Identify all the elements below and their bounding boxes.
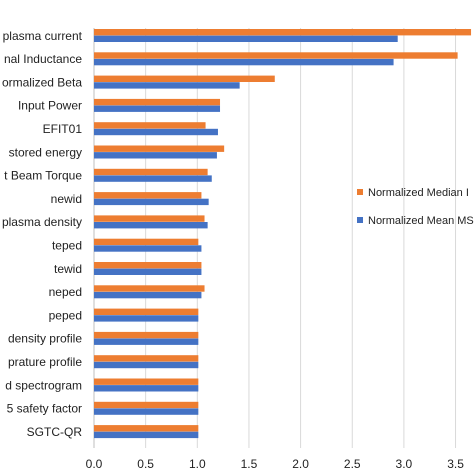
x-tick-label: 3.5 <box>447 457 464 471</box>
bars-group <box>94 29 472 439</box>
bar-median-2 <box>94 75 275 82</box>
bar-mean-12 <box>94 315 199 322</box>
bar-mean-4 <box>94 128 218 136</box>
category-label: Input Power <box>18 99 82 113</box>
bar-mean-15 <box>94 385 199 392</box>
bar-mean-1 <box>94 58 394 66</box>
bar-median-10 <box>94 262 202 269</box>
bar-median-14 <box>94 355 199 362</box>
x-tick-label: 0.5 <box>137 457 154 471</box>
legend-label: Normalized Median I <box>368 187 469 199</box>
bar-median-4 <box>94 122 206 129</box>
bar-mean-2 <box>94 82 240 89</box>
category-label: d spectrogram <box>5 378 82 392</box>
bar-mean-3 <box>94 105 221 112</box>
bar-median-17 <box>94 425 199 432</box>
bar-mean-5 <box>94 152 217 159</box>
category-label: plasma current <box>3 29 83 43</box>
bar-median-12 <box>94 308 199 315</box>
bar-mean-8 <box>94 222 208 229</box>
x-tick-label: 3.0 <box>396 457 413 471</box>
category-label: 5 safety factor <box>7 402 82 416</box>
category-label: density profile <box>8 332 82 346</box>
bar-median-11 <box>94 285 205 292</box>
category-label: SGTC-QR <box>27 425 83 439</box>
bar-median-1 <box>94 52 458 59</box>
x-tick-label: 1.5 <box>241 457 258 471</box>
category-label: teped <box>52 239 82 253</box>
legend-swatch <box>357 217 363 223</box>
gridlines <box>145 28 457 448</box>
bar-median-7 <box>94 192 202 199</box>
bar-median-16 <box>94 401 199 409</box>
bar-median-13 <box>94 331 199 339</box>
category-label: peped <box>49 308 82 322</box>
bar-median-15 <box>94 378 199 385</box>
x-tick-labels: 0.0 0.5 1.0 1.5 2.0 2.5 3.0 3.5 <box>86 457 465 471</box>
category-label: newid <box>51 192 82 206</box>
legend: Normalized Median I Normalized Mean MS <box>357 187 474 227</box>
category-label: nal Inductance <box>4 52 82 66</box>
bar-mean-11 <box>94 291 202 299</box>
bar-median-5 <box>94 145 225 152</box>
category-label: stored energy <box>9 145 82 159</box>
bar-median-3 <box>94 98 221 106</box>
legend-label: Normalized Mean MS <box>368 215 474 227</box>
bar-mean-10 <box>94 268 202 275</box>
x-tick-label: 2.0 <box>292 457 309 471</box>
bar-mean-6 <box>94 175 212 182</box>
bar-mean-0 <box>94 35 398 42</box>
bar-mean-9 <box>94 245 202 252</box>
bar-mean-14 <box>94 361 199 369</box>
category-label: t Beam Torque <box>4 169 82 183</box>
legend-swatch <box>357 189 363 195</box>
category-label: plasma density <box>2 215 82 229</box>
bar-median-0 <box>94 29 472 36</box>
x-tick-label: 1.0 <box>189 457 206 471</box>
bar-mean-7 <box>94 198 209 206</box>
bar-mean-16 <box>94 408 199 415</box>
category-label: neped <box>49 285 82 299</box>
x-tick-label: 2.5 <box>344 457 361 471</box>
bar-mean-17 <box>94 431 199 439</box>
bar-median-9 <box>94 238 199 246</box>
bar-median-6 <box>94 168 208 176</box>
bar-median-8 <box>94 215 205 222</box>
category-label: ormalized Beta <box>2 75 82 89</box>
x-tick-label: 0.0 <box>86 457 103 471</box>
y-tick-labels: plasma current nal Inductance ormalized Be… <box>2 29 83 439</box>
bar-mean-13 <box>94 338 199 345</box>
category-label: EFIT01 <box>43 122 83 136</box>
category-label: prature profile <box>8 355 82 369</box>
category-label: tewid <box>54 262 82 276</box>
